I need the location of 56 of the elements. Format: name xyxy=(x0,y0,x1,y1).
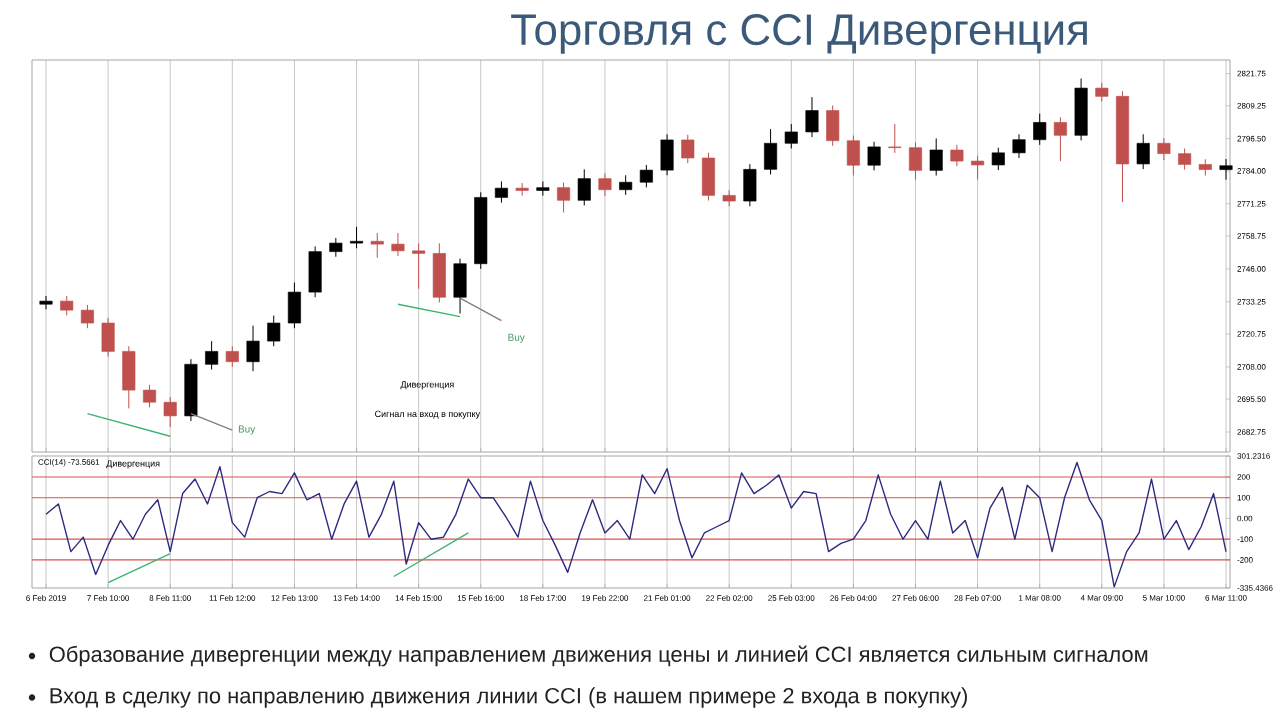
candlestick xyxy=(308,245,322,298)
candlestick xyxy=(619,174,633,196)
candlestick xyxy=(163,396,177,428)
candlestick xyxy=(805,96,819,138)
candlestick xyxy=(1074,78,1088,141)
candlestick xyxy=(432,242,446,303)
candlestick xyxy=(246,325,260,372)
candlestick xyxy=(391,232,405,257)
candlestick xyxy=(1219,158,1233,181)
candlestick xyxy=(287,282,301,329)
candlestick xyxy=(1053,116,1067,162)
candlestick xyxy=(784,123,798,149)
candlestick xyxy=(681,134,695,164)
candlestick xyxy=(598,172,612,197)
candlestick xyxy=(1012,133,1026,159)
candlestick xyxy=(122,345,136,409)
candlestick xyxy=(350,226,364,249)
candlestick xyxy=(867,141,881,171)
candlestick xyxy=(1095,82,1109,103)
chart-title: Торговля с CCI Дивергенция xyxy=(511,14,1087,54)
candlestick xyxy=(143,384,157,408)
candlestick xyxy=(991,147,1005,171)
candlestick xyxy=(329,237,343,258)
candlestick xyxy=(577,168,591,206)
text: Вход в сделку по направлению движения линии CCI (в нашем примере 2 входа в покупку) xyxy=(50,687,967,708)
candlestick xyxy=(743,163,757,207)
candlestick xyxy=(701,152,715,202)
candlestick xyxy=(494,180,508,204)
text: Образование дивергенции между направлением движения цены и линией CCI является сильным сигналом xyxy=(49,645,1148,667)
candlestick xyxy=(515,182,529,197)
candlestick xyxy=(1033,113,1047,146)
candlestick xyxy=(557,181,571,213)
candlestick xyxy=(1136,133,1150,170)
candlestick xyxy=(225,345,239,368)
candlestick xyxy=(267,315,281,347)
candlestick xyxy=(826,104,840,147)
candlestick xyxy=(60,295,74,316)
candlestick xyxy=(639,164,653,188)
candlestick xyxy=(660,133,674,176)
candlestick xyxy=(1178,147,1192,171)
candlestick xyxy=(101,317,115,358)
candlestick xyxy=(205,340,219,370)
candlestick xyxy=(908,142,922,181)
candlestick xyxy=(453,258,467,315)
candlestick xyxy=(950,144,964,167)
candlestick xyxy=(1157,137,1171,161)
candlestick xyxy=(846,135,860,177)
candlestick xyxy=(536,180,550,197)
candlestick xyxy=(888,123,902,154)
candlestick xyxy=(971,155,985,181)
candlestick xyxy=(39,295,53,310)
candlestick xyxy=(412,242,426,290)
candlestick xyxy=(80,304,94,329)
candlestick xyxy=(929,137,943,177)
candlestick xyxy=(764,128,778,175)
candlestick xyxy=(370,232,384,259)
